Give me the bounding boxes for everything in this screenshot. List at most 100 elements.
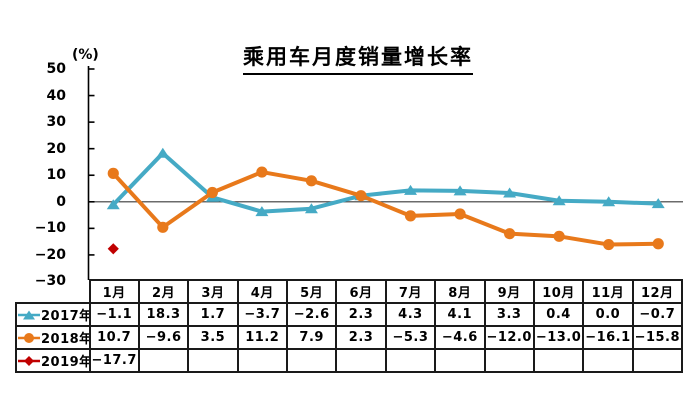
data-point-marker <box>652 238 664 250</box>
value-cell <box>631 348 684 373</box>
data-point-marker <box>454 208 466 220</box>
chart-title: 乘用车月度销量增长率 <box>243 41 473 75</box>
value-cell: 10.7 <box>88 325 140 350</box>
data-point-marker <box>355 190 367 202</box>
triangle-legend-icon <box>18 310 40 319</box>
value-cell <box>532 348 585 373</box>
data-point-marker <box>107 167 119 179</box>
circle-legend-icon <box>18 332 40 343</box>
value-cell <box>434 348 486 373</box>
value-cell: −15.8 <box>631 325 684 350</box>
data-point-marker <box>603 238 615 251</box>
y-axis-unit-label: (%) <box>72 47 99 63</box>
month-header: 4月 <box>236 279 289 304</box>
table-row: 2018年 10.7 −9.6 3.5 11.2 7.9 2.3 −5.3 −4.6 −12.0−… <box>15 325 684 350</box>
table-row: 2017年 −1.1 18.3 1.7 −3.7 −2.6 2.3 4.3 4.1 3.3 0.4 0… <box>15 302 684 327</box>
month-header: 1月 <box>88 279 140 304</box>
month-header: 8月 <box>434 279 486 304</box>
series-line <box>111 170 661 247</box>
month-header: 11月 <box>582 279 634 304</box>
series-name: 2017年 <box>41 309 90 324</box>
data-point-marker <box>206 186 218 199</box>
value-cell: 3.5 <box>187 325 239 350</box>
data-point-marker <box>404 184 418 195</box>
month-header: 10月 <box>532 279 585 304</box>
month-header: 6月 <box>335 279 387 304</box>
value-cell <box>384 348 437 373</box>
value-cell: −2.6 <box>285 302 338 327</box>
series-legend-cell: 2018年 <box>15 325 91 350</box>
data-point-marker <box>552 195 566 206</box>
value-cell: −16.1 <box>582 325 634 350</box>
value-cell <box>335 348 387 373</box>
value-cell: 0.0 <box>582 302 634 327</box>
value-cell: −12.0 <box>483 325 535 350</box>
y-axis-tick-label: 50 <box>46 61 66 77</box>
data-point-marker <box>156 147 170 158</box>
table-header-row: 1月 2月 3月 4月 5月 6月 7月 8月 9月 10月 11月 12月 <box>16 279 684 304</box>
month-header: 2月 <box>137 279 190 304</box>
value-cell: −4.6 <box>434 325 486 350</box>
month-header: 3月 <box>187 279 239 304</box>
data-point-marker <box>453 185 467 196</box>
data-point-marker <box>503 187 517 198</box>
value-cell: 18.3 <box>137 302 190 327</box>
y-axis-tick-label: 30 <box>46 114 66 131</box>
value-cell: −0.7 <box>631 302 684 327</box>
value-cell: 1.7 <box>187 302 239 327</box>
value-cell: −17.7 <box>88 348 140 373</box>
month-header: 9月 <box>483 279 535 304</box>
value-cell: 7.9 <box>285 325 338 350</box>
y-axis-tick-label: −20 <box>34 246 66 263</box>
data-point-marker <box>504 228 516 240</box>
value-cell: 0.4 <box>532 302 585 327</box>
y-axis-tick-label: 0 <box>56 193 66 210</box>
y-axis-tick-label: 20 <box>46 140 66 157</box>
data-point-marker <box>304 203 318 214</box>
data-point-marker <box>106 199 120 210</box>
series-name: 2018年 <box>41 332 90 347</box>
value-cell: −5.3 <box>384 325 437 350</box>
y-axis-tick-label: 40 <box>46 87 66 104</box>
month-header: 12月 <box>631 279 684 304</box>
data-point-marker <box>157 221 169 233</box>
value-cell <box>236 348 289 373</box>
month-header: 7月 <box>384 279 437 304</box>
y-axis-tick-label: −10 <box>34 220 66 237</box>
value-cell <box>137 348 190 373</box>
diamond-legend-icon <box>18 355 40 366</box>
series-line <box>111 151 661 214</box>
value-cell: 11.2 <box>236 325 289 350</box>
series-legend-cell: 2019年 <box>15 348 91 373</box>
y-axis-tick-label: 10 <box>46 167 66 184</box>
value-cell <box>285 348 338 373</box>
value-cell: −1.1 <box>88 302 140 327</box>
series-legend-cell: 2017年 <box>15 302 91 327</box>
data-point-marker <box>305 175 318 187</box>
value-cell: 3.3 <box>483 302 535 327</box>
y-axis-tick-label: −30 <box>34 273 66 290</box>
value-cell: −9.6 <box>137 325 190 350</box>
data-table: 1月 2月 3月 4月 5月 6月 7月 8月 9月 10月 11月 12月 2017年 −1.1 18.3… <box>15 279 684 373</box>
data-point-marker <box>651 198 665 209</box>
value-cell: −3.7 <box>236 302 289 327</box>
value-cell: 2.3 <box>335 302 387 327</box>
value-cell: 2.3 <box>335 325 387 350</box>
data-point-marker <box>602 196 616 207</box>
value-cell <box>483 348 535 373</box>
table-row: 2019年 −17.7 <box>15 348 684 373</box>
data-point-marker <box>553 230 565 242</box>
month-header: 5月 <box>285 279 338 304</box>
data-point-marker <box>256 166 268 178</box>
value-cell: 4.1 <box>434 302 486 327</box>
data-point-marker <box>404 210 417 222</box>
value-cell <box>187 348 239 373</box>
value-cell: 4.3 <box>384 302 437 327</box>
value-cell: −13.0 <box>532 325 585 350</box>
table-corner-cell <box>16 280 90 303</box>
series-name: 2019年 <box>41 355 90 370</box>
data-point-marker <box>107 243 119 255</box>
value-cell <box>582 348 634 373</box>
